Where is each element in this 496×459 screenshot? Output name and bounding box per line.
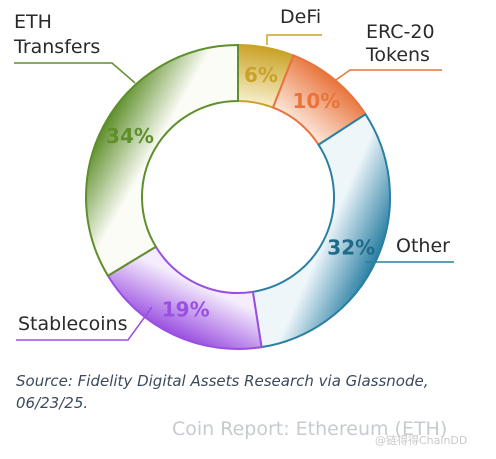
leader-lines — [14, 34, 454, 341]
source-note: Source: Fidelity Digital Assets Research… — [16, 372, 429, 412]
category-label-1-1: Tokens — [365, 44, 430, 66]
category-label-4-1: Transfers — [13, 36, 100, 58]
slice-eth-transfers — [85, 43, 239, 278]
pct-label-3: 19% — [162, 297, 210, 321]
leader-line-0 — [266, 34, 322, 45]
pct-label-0: 6% — [244, 63, 278, 87]
slice-other — [251, 112, 391, 349]
watermark: @链得得ChainDD — [375, 434, 468, 447]
donut-slices — [85, 43, 391, 350]
pct-label-4: 34% — [106, 124, 154, 148]
leader-line-1 — [332, 69, 442, 83]
category-label-0-0: DeFi — [280, 6, 321, 28]
category-label-3-0: Stablecoins — [18, 313, 127, 335]
pct-label-2: 32% — [327, 236, 375, 260]
footer-title: Coin Report: Ethereum (ETH) — [172, 418, 448, 440]
percentage-labels: 6% 10% 32% 19% 34% — [106, 63, 375, 321]
leader-line-4 — [14, 62, 136, 84]
category-label-1-0: ERC-20 — [366, 21, 435, 43]
category-label-4-0: ETH — [14, 11, 52, 33]
leader-line-3 — [16, 306, 153, 341]
category-label-2-0: Other — [396, 235, 450, 257]
pct-label-1: 10% — [292, 89, 340, 113]
